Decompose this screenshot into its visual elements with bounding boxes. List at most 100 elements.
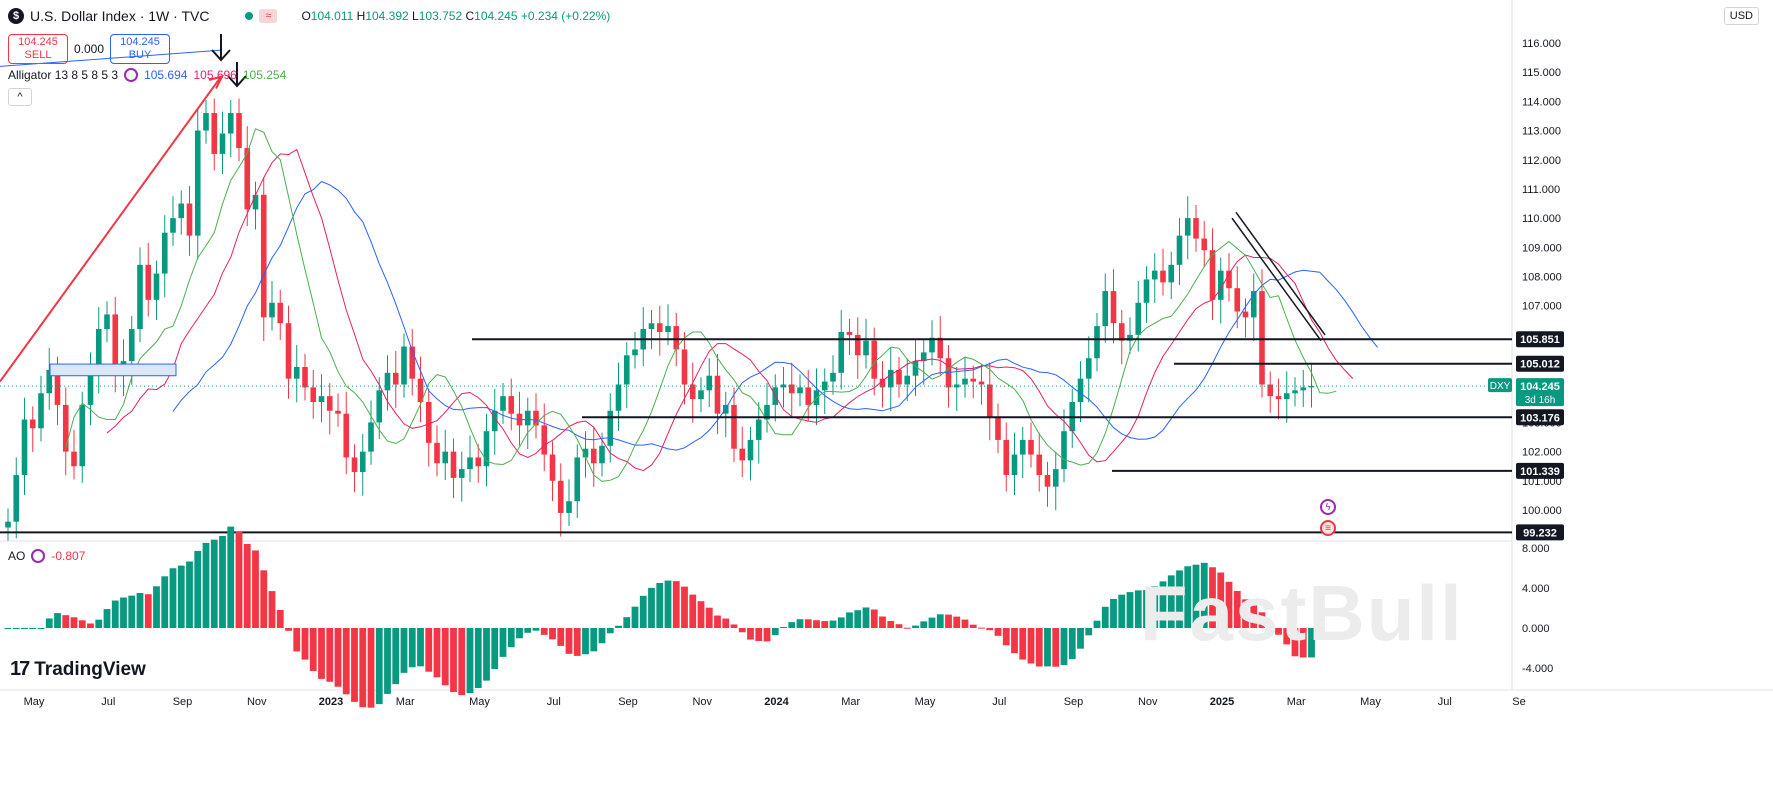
alligator-teeth-value: 105.696	[193, 68, 237, 82]
ao-tick-label: 0.000	[1522, 623, 1550, 635]
ao-bar	[705, 607, 713, 628]
candle-body	[269, 302, 275, 318]
ao-bar	[1101, 606, 1109, 628]
ao-bar	[235, 531, 243, 628]
candle-body	[483, 431, 490, 467]
x-tick-label: 2024	[764, 696, 789, 708]
candle-body	[524, 410, 531, 426]
candle-body	[590, 448, 597, 464]
symbol-title[interactable]: U.S. Dollar Index · 1W · TVC	[30, 8, 210, 24]
ao-bar	[1192, 564, 1200, 628]
candle-body	[1217, 270, 1224, 300]
ao-bar	[450, 628, 457, 692]
candle-body	[698, 390, 704, 400]
ao-bar	[243, 544, 251, 628]
level-price-label: 105.012	[1520, 359, 1560, 371]
ao-legend[interactable]: AO -0.807	[8, 549, 85, 563]
candle-body	[706, 375, 713, 391]
candle-body	[1135, 302, 1142, 335]
x-tick-label: Jul	[992, 696, 1006, 708]
ao-bar	[161, 576, 169, 628]
ao-bar	[920, 621, 928, 628]
candle-body	[186, 203, 193, 236]
candle-body	[153, 273, 160, 300]
ao-bar	[1200, 562, 1208, 628]
level-price-label: 103.176	[1520, 412, 1560, 424]
ao-bar	[285, 628, 292, 631]
candle-body	[615, 384, 622, 411]
indicator-settings-icon[interactable]	[124, 68, 139, 82]
candle-body	[681, 349, 688, 385]
buy-button[interactable]: 104.245 BUY	[110, 34, 171, 64]
y-tick-label: 114.000	[1522, 96, 1561, 108]
alligator-legend[interactable]: Alligator 13 8 5 8 5 3 105.694 105.696 1…	[8, 68, 286, 82]
ao-bar	[1184, 566, 1192, 628]
sell-button[interactable]: 104.245 SELL	[8, 34, 68, 64]
ao-bar	[994, 628, 1002, 636]
candle-body	[863, 340, 869, 356]
channel-line-lower	[1231, 217, 1322, 342]
collapse-legend-button[interactable]: ^	[8, 88, 32, 106]
x-tick-label: May	[469, 696, 490, 708]
candle-body	[343, 413, 350, 458]
candle-body	[566, 501, 572, 513]
candle-body	[458, 469, 465, 478]
candle-body	[5, 521, 11, 528]
ao-bar	[474, 628, 482, 688]
candle-body	[731, 404, 737, 449]
tradingview-logo[interactable]: 17 TradingView	[10, 658, 146, 680]
ao-bar	[887, 620, 895, 628]
candle-body	[1226, 270, 1232, 289]
candle-body	[417, 378, 424, 403]
x-tick-label: May	[915, 696, 936, 708]
ao-tick-label: -4.000	[1522, 663, 1553, 675]
ao-bar	[978, 627, 985, 629]
event-lightning-icon[interactable]: ϟ	[1320, 499, 1336, 515]
ao-bar	[821, 621, 829, 628]
level-price-tag	[1516, 331, 1564, 348]
level-price-tag	[1516, 409, 1564, 426]
ao-bar	[986, 628, 994, 631]
wave-icon[interactable]: ≈	[259, 9, 278, 23]
event-flag-icon[interactable]: ≡	[1320, 520, 1336, 536]
y-tick-label: 113.000	[1522, 126, 1561, 138]
ao-bar	[1002, 628, 1010, 646]
ao-settings-icon[interactable]	[31, 549, 46, 563]
ao-bar	[615, 625, 622, 628]
currency-selector[interactable]: USD	[1723, 7, 1759, 25]
candle-body	[1176, 235, 1183, 265]
candle-body	[244, 148, 251, 210]
candle-body	[574, 457, 581, 502]
candle-body	[805, 387, 812, 405]
ao-bar	[780, 626, 787, 628]
ao-bar	[945, 614, 952, 628]
ao-bar	[582, 628, 589, 655]
candle-body	[252, 194, 259, 210]
ao-bar	[318, 628, 325, 679]
x-tick-label: 2025	[1210, 696, 1234, 708]
candle-body	[54, 369, 61, 405]
candle-body	[1168, 264, 1175, 283]
ao-bar	[507, 628, 515, 648]
candle-body	[1011, 454, 1018, 475]
ao-bar	[953, 616, 961, 628]
candle-body	[1077, 378, 1084, 403]
ao-bar	[37, 628, 45, 629]
ao-bar	[722, 618, 730, 628]
ao-bar	[1151, 586, 1159, 628]
candle-body	[739, 448, 746, 461]
ao-bar	[433, 628, 441, 678]
ao-bar	[1242, 599, 1249, 628]
candle-body	[1102, 291, 1109, 327]
ao-bar	[565, 628, 573, 654]
ao-bar	[441, 628, 449, 686]
down-arrow-icon	[227, 75, 247, 88]
bar-countdown-label: 3d 16h	[1525, 395, 1556, 406]
candle-body	[71, 451, 77, 467]
candle-body	[656, 323, 663, 332]
candle-body	[145, 264, 152, 300]
alligator-label: Alligator 13 8 5 8 5 3	[8, 68, 119, 82]
candle-body	[1283, 393, 1290, 400]
